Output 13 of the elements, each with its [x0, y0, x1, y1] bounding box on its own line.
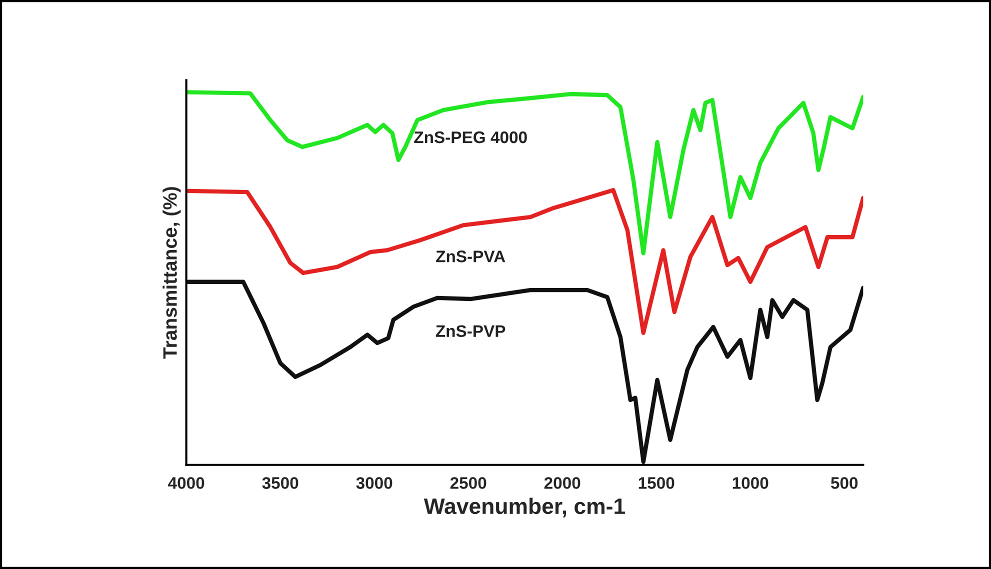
y-axis-title: Transmittance, (%) [162, 187, 181, 359]
series-label: ZnS-PEG 4000 [414, 131, 527, 144]
x-tick-label: 4000 [168, 477, 204, 489]
series-label: ZnS-PVP [436, 325, 506, 338]
x-axis-title: Wavenumber, cm-1 [424, 498, 625, 518]
x-tick-label: 3000 [356, 477, 392, 489]
series-label: ZnS-PVA [436, 250, 506, 262]
x-tick-label: 3500 [262, 477, 298, 489]
x-tick-label: 500 [830, 477, 858, 489]
x-tick-label: 2000 [544, 477, 580, 489]
x-tick-label: 1500 [638, 477, 674, 489]
x-tick-label: 2500 [450, 477, 486, 489]
x-tick-label: 1000 [732, 477, 768, 489]
